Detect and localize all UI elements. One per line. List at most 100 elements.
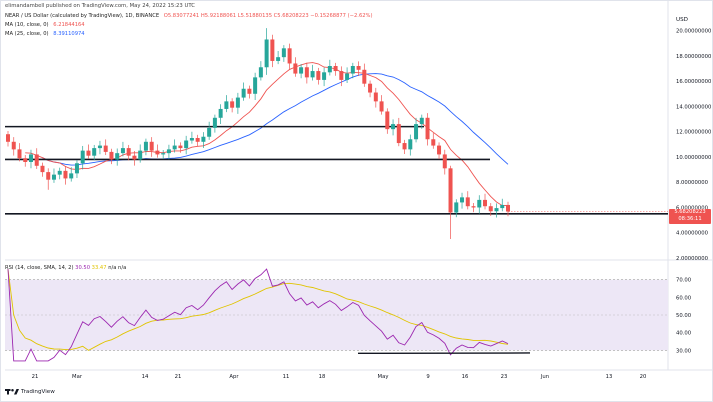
currency-label: USD xyxy=(676,17,688,23)
candle-body xyxy=(471,206,476,208)
candle-body xyxy=(143,141,148,151)
candle-body xyxy=(80,150,85,164)
tradingview-icon xyxy=(5,389,19,395)
candle-body xyxy=(86,150,91,156)
candle-body xyxy=(350,66,355,74)
candle-body xyxy=(483,199,488,207)
candle-body xyxy=(218,108,223,118)
ma25-label: MA (25, close, 0) xyxy=(5,31,49,37)
time-tick-label: Mar xyxy=(72,374,83,380)
price-tick-label: 20.00000000 xyxy=(676,29,712,35)
candle-body xyxy=(460,197,465,203)
time-tick-label: 20 xyxy=(640,374,647,380)
ma25-legend[interactable]: MA (25, close, 0) 8.39110974 xyxy=(5,31,88,37)
candle-body xyxy=(276,57,281,61)
candle-body xyxy=(46,172,51,180)
candle-body xyxy=(299,67,304,74)
candle-body xyxy=(224,101,229,109)
candle-body xyxy=(500,204,505,209)
candle-body xyxy=(373,92,378,102)
candle-body xyxy=(201,136,206,142)
price-tick-label: 16.00000000 xyxy=(676,79,712,85)
candle-body xyxy=(477,199,482,208)
rsi-tick-label: 60.00 xyxy=(676,295,692,301)
symbol-line: NEAR / US Dollar (calculated by TradingV… xyxy=(5,13,376,19)
candle-body xyxy=(385,111,390,130)
tradingview-logo[interactable]: TradingView xyxy=(5,388,55,395)
time-tick-label: Jun xyxy=(540,374,549,380)
candle-body xyxy=(396,124,401,144)
candle-body xyxy=(69,173,74,179)
candle-body xyxy=(115,153,120,160)
symbol-title[interactable]: NEAR / US Dollar (calculated by TradingV… xyxy=(5,13,160,19)
candle-body xyxy=(189,138,194,141)
candle-body xyxy=(247,88,252,94)
candle-body xyxy=(362,69,367,84)
price-tick-label: 2.00000000 xyxy=(676,256,709,262)
candle-body xyxy=(28,154,33,162)
time-tick-label: 21 xyxy=(32,374,39,380)
candle-body xyxy=(126,148,131,156)
candle-body xyxy=(17,149,22,159)
ohlc-values: O5.83077241 H5.92188061 L5.51880135 C5.6… xyxy=(163,13,373,19)
candle-body xyxy=(339,71,344,80)
rsi-legend[interactable]: RSI (14, close, SMA, 14, 2) 30.50 33.47 … xyxy=(5,265,126,271)
rsi-tick-label: 70.00 xyxy=(676,278,692,284)
time-tick-label: 14 xyxy=(142,374,149,380)
candle-body xyxy=(92,148,97,156)
candle-body xyxy=(442,154,447,169)
candle-body xyxy=(356,66,361,70)
ma10-label: MA (10, close, 0) xyxy=(5,22,49,28)
candle-body xyxy=(11,141,16,150)
rsi-extra: n/a n/a xyxy=(108,265,127,271)
time-tick-label: 13 xyxy=(606,374,613,380)
candle-body xyxy=(419,117,424,125)
time-tick-label: 9 xyxy=(426,374,429,380)
rsi-tick-label: 40.00 xyxy=(676,331,692,337)
candle-body xyxy=(207,127,212,137)
candle-body xyxy=(57,170,62,175)
candle-body xyxy=(368,83,373,93)
time-tick-label: 18 xyxy=(319,374,326,380)
candle-body xyxy=(310,71,315,78)
ma10-legend[interactable]: MA (10, close, 0) 6.21844164 xyxy=(5,22,88,28)
candle-body xyxy=(454,202,459,213)
ma25-value: 8.39110974 xyxy=(53,31,85,37)
candle-body xyxy=(184,140,189,149)
countdown-value: 08:36:11 xyxy=(678,216,702,222)
price-tick-label: 4.00000000 xyxy=(676,231,709,237)
rsi-label: RSI (14, close, SMA, 14, 2) xyxy=(5,265,74,271)
candle-body xyxy=(149,141,154,151)
candle-body xyxy=(408,139,413,150)
price-tick-label: 12.00000000 xyxy=(676,130,712,136)
last-price-tag: 5.68208223 08:36:11 xyxy=(669,209,711,224)
candle-body xyxy=(391,124,396,130)
candle-body xyxy=(23,158,28,162)
candle-body xyxy=(178,145,183,149)
candle-body xyxy=(34,154,39,166)
candle-body xyxy=(40,165,45,173)
brand-label: TradingView xyxy=(21,389,55,395)
candle-body xyxy=(172,145,177,150)
candle-body xyxy=(51,174,56,180)
last-price-value: 5.68208223 xyxy=(674,209,706,215)
time-tick-label: May xyxy=(378,374,389,380)
ma10-value: 6.21844164 xyxy=(53,22,85,28)
rsi-tick-label: 30.00 xyxy=(676,348,692,354)
ma10-line xyxy=(25,62,509,207)
candle-body xyxy=(322,72,327,80)
candle-body xyxy=(166,149,171,154)
price-tick-label: 8.00000000 xyxy=(676,180,709,186)
candle-body xyxy=(195,138,200,142)
time-tick-label: 11 xyxy=(283,374,290,380)
candle-body xyxy=(103,145,108,152)
rsi-line xyxy=(7,268,509,362)
price-tick-label: 10.00000000 xyxy=(676,155,712,161)
candle-body xyxy=(258,67,263,78)
candle-body xyxy=(138,150,143,160)
candle-body xyxy=(327,66,332,73)
candle-body xyxy=(425,117,430,140)
candle-body xyxy=(235,97,240,108)
candle-body xyxy=(230,101,235,108)
